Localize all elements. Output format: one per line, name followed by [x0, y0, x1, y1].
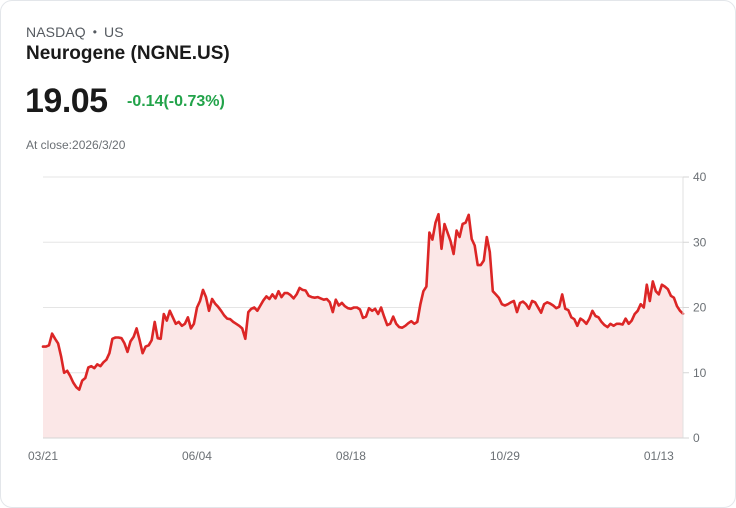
- current-price: 19.05: [25, 82, 108, 120]
- y-axis-labels: 0 10 20 30 40: [683, 170, 707, 445]
- exchange-name: NASDAQ: [26, 24, 86, 40]
- close-timestamp: At close:2026/3/20: [26, 138, 126, 152]
- x-axis-labels: 03/21 06/04 08/18 10/29 01/13: [28, 449, 674, 463]
- y-tick-label: 20: [693, 301, 707, 315]
- separator-dot: •: [92, 25, 98, 39]
- y-tick-label: 40: [693, 170, 707, 184]
- x-tick-label: 08/18: [336, 449, 366, 463]
- price-area-fill: [43, 214, 683, 438]
- region-name: US: [104, 24, 124, 40]
- y-tick-label: 30: [693, 235, 707, 249]
- price-change: -0.14(-0.73%): [127, 93, 225, 110]
- exchange-info: NASDAQ • US: [26, 24, 124, 40]
- x-tick-label: 06/04: [182, 449, 212, 463]
- x-tick-label: 03/21: [28, 449, 58, 463]
- stock-title: Neurogene (NGNE.US): [26, 43, 230, 64]
- y-tick-label: 10: [693, 366, 707, 380]
- x-tick-label: 01/13: [644, 449, 674, 463]
- y-tick-label: 0: [693, 431, 700, 445]
- price-line[interactable]: [41, 212, 685, 391]
- x-tick-label: 10/29: [490, 449, 520, 463]
